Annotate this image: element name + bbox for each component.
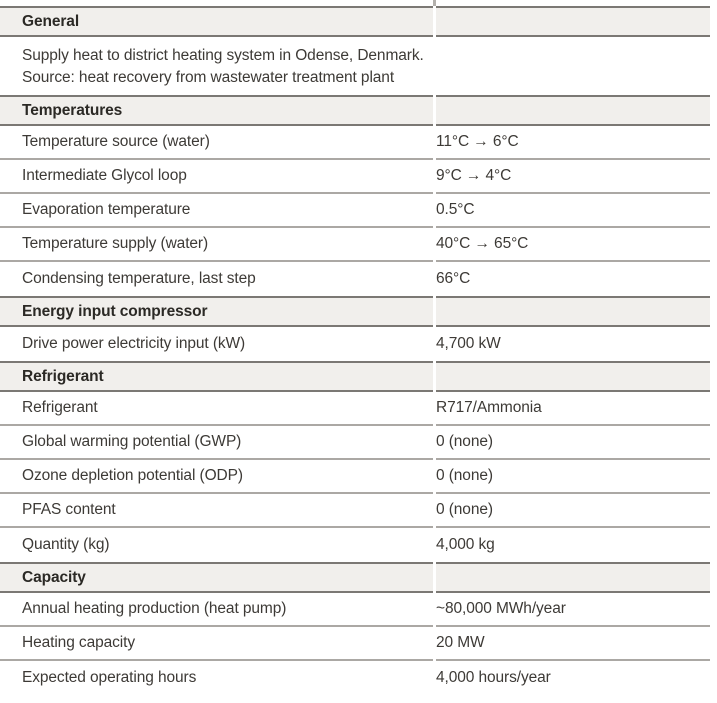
row-label-text: Annual heating production (heat pump) <box>22 600 287 617</box>
row-value: 4,700 kW <box>436 327 710 361</box>
row-label-text: Global warming potential (GWP) <box>22 433 242 450</box>
row-label-text: Drive power electricity input (kW) <box>22 335 246 352</box>
row-value-text: 4,700 kW <box>436 335 501 352</box>
row-label: Expected operating hours <box>0 661 433 695</box>
row-value-text: ~80,000 MWh/year <box>436 600 566 617</box>
row-value-text: R717/Ammonia <box>436 399 542 416</box>
row-value-text: 20 MW <box>436 634 485 651</box>
row-value: 9°C → 4°C <box>436 160 710 194</box>
table-row: Ozone depletion potential (ODP) 0 (none) <box>0 460 710 494</box>
row-label-text: Temperature supply (water) <box>22 235 209 252</box>
row-value-text: 66°C <box>436 270 471 287</box>
section-header-general: General <box>0 6 710 37</box>
row-label: Evaporation temperature <box>0 194 433 228</box>
description-line: Supply heat to district heating system i… <box>22 47 424 64</box>
row-value: 0.5°C <box>436 194 710 228</box>
table-row: Annual heating production (heat pump) ~80… <box>0 593 710 627</box>
row-value: 20 MW <box>436 627 710 661</box>
row-label: Refrigerant <box>0 392 433 426</box>
row-value-text: 9°C → 4°C <box>436 167 512 184</box>
row-label: Drive power electricity input (kW) <box>0 327 433 361</box>
table-row: Intermediate Glycol loop 9°C → 4°C <box>0 160 710 194</box>
row-value: 0 (none) <box>436 426 710 460</box>
description-line: Source: heat recovery from wastewater tr… <box>22 69 395 86</box>
heat-pump-datasheet: General Supply heat to district heating s… <box>0 0 710 695</box>
row-value-text: 0.5°C <box>436 201 475 218</box>
section-title-text: Capacity <box>22 568 86 586</box>
row-value-text: 40°C → 65°C <box>436 235 529 252</box>
section-title: Refrigerant <box>0 361 433 392</box>
section-header-capacity: Capacity <box>0 562 710 593</box>
section-title: Temperatures <box>0 95 433 126</box>
row-label: Global warming potential (GWP) <box>0 426 433 460</box>
table-row: Expected operating hours 4,000 hours/year <box>0 661 710 695</box>
row-value-text: 4,000 hours/year <box>436 669 551 686</box>
row-value-text: 0 (none) <box>436 501 493 518</box>
row-label: Quantity (kg) <box>0 528 433 562</box>
row-label-text: PFAS content <box>22 501 116 518</box>
section-description: Supply heat to district heating system i… <box>0 37 710 95</box>
table-row: Heating capacity 20 MW <box>0 627 710 661</box>
table-row: Evaporation temperature 0.5°C <box>0 194 710 228</box>
row-label: Ozone depletion potential (ODP) <box>0 460 433 494</box>
section-title: Energy input compressor <box>0 296 433 327</box>
row-label: Temperature supply (water) <box>0 228 433 262</box>
table-row: PFAS content 0 (none) <box>0 494 710 528</box>
row-value: 66°C <box>436 262 710 296</box>
table-row: Condensing temperature, last step 66°C <box>0 262 710 296</box>
section-title-text: Refrigerant <box>22 367 104 385</box>
row-value-text: 11°C → 6°C <box>436 133 519 150</box>
row-label-text: Heating capacity <box>22 634 135 651</box>
row-value: 0 (none) <box>436 494 710 528</box>
table-row: Refrigerant R717/Ammonia <box>0 392 710 426</box>
row-value: 40°C → 65°C <box>436 228 710 262</box>
row-value: 4,000 kg <box>436 528 710 562</box>
section-header-refrigerant: Refrigerant <box>0 361 710 392</box>
row-label: Condensing temperature, last step <box>0 262 433 296</box>
column-gap-remnant <box>433 0 436 6</box>
row-label-text: Expected operating hours <box>22 669 197 686</box>
table-row: Temperature supply (water) 40°C → 65°C <box>0 228 710 262</box>
row-value: 0 (none) <box>436 460 710 494</box>
row-label: Annual heating production (heat pump) <box>0 593 433 627</box>
row-value-text: 4,000 kg <box>436 536 495 553</box>
row-label: Temperature source (water) <box>0 126 433 160</box>
row-label-text: Ozone depletion potential (ODP) <box>22 467 243 484</box>
row-label-text: Refrigerant <box>22 399 98 416</box>
row-label: Intermediate Glycol loop <box>0 160 433 194</box>
row-label-text: Intermediate Glycol loop <box>22 167 187 184</box>
table-row: Quantity (kg) 4,000 kg <box>0 528 710 562</box>
row-label-text: Temperature source (water) <box>22 133 210 150</box>
section-title: General <box>0 6 433 37</box>
section-header-spacer <box>436 6 710 37</box>
table-row: Temperature source (water) 11°C → 6°C <box>0 126 710 160</box>
spec-table: General Supply heat to district heating s… <box>0 6 710 695</box>
row-label-text: Quantity (kg) <box>22 536 110 553</box>
section-title-text: General <box>22 12 80 30</box>
row-value-text: 0 (none) <box>436 467 493 484</box>
section-header-spacer <box>436 95 710 126</box>
row-label-text: Condensing temperature, last step <box>22 270 256 287</box>
section-title-text: Energy input compressor <box>22 302 208 320</box>
table-row: Drive power electricity input (kW) 4,700 … <box>0 327 710 361</box>
section-title-text: Temperatures <box>22 101 123 119</box>
row-value: 11°C → 6°C <box>436 126 710 160</box>
row-label: Heating capacity <box>0 627 433 661</box>
row-value-text: 0 (none) <box>436 433 493 450</box>
section-header-spacer <box>436 296 710 327</box>
row-value: R717/Ammonia <box>436 392 710 426</box>
section-header-spacer <box>436 361 710 392</box>
section-header-temperatures: Temperatures <box>0 95 710 126</box>
row-label: PFAS content <box>0 494 433 528</box>
table-row: Global warming potential (GWP) 0 (none) <box>0 426 710 460</box>
row-value: ~80,000 MWh/year <box>436 593 710 627</box>
section-title: Capacity <box>0 562 433 593</box>
section-header-energy-input-compressor: Energy input compressor <box>0 296 710 327</box>
row-value: 4,000 hours/year <box>436 661 710 695</box>
row-label-text: Evaporation temperature <box>22 201 191 218</box>
section-header-spacer <box>436 562 710 593</box>
